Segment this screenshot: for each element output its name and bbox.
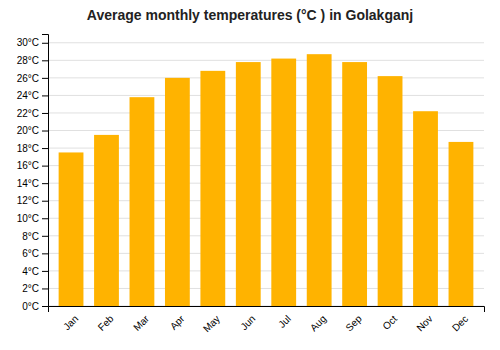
y-tick-mark bbox=[42, 60, 48, 61]
bar bbox=[236, 62, 261, 306]
bar bbox=[130, 97, 155, 306]
bar bbox=[413, 111, 438, 306]
y-tick-label: 0°C bbox=[22, 301, 39, 312]
grid-line bbox=[48, 77, 484, 78]
y-tick-label: 30°C bbox=[17, 37, 39, 48]
y-tick-label: 12°C bbox=[17, 195, 39, 206]
x-tick: Dec bbox=[450, 313, 470, 333]
bar bbox=[307, 54, 332, 306]
y-tick-label: 16°C bbox=[17, 160, 39, 171]
y-tick: 2°C bbox=[22, 283, 48, 294]
y-tick: 28°C bbox=[17, 55, 48, 66]
grid-line bbox=[48, 42, 484, 43]
y-tick-label: 26°C bbox=[17, 73, 39, 84]
bar bbox=[449, 142, 474, 306]
y-tick-mark bbox=[42, 113, 48, 114]
x-tick: Sep bbox=[343, 313, 364, 334]
grid bbox=[48, 43, 484, 306]
y-tick-mark bbox=[42, 218, 48, 219]
x-tick: Nov bbox=[414, 313, 434, 333]
x-tick: Mar bbox=[131, 313, 151, 333]
y-tick-mark bbox=[42, 95, 48, 96]
y-tick-label: 20°C bbox=[17, 125, 39, 136]
bars bbox=[59, 54, 474, 306]
y-tick-mark bbox=[42, 131, 48, 132]
x-tick: Jun bbox=[238, 313, 257, 332]
x-tick-label: Dec bbox=[450, 313, 470, 333]
x-tick-label: Jan bbox=[61, 313, 80, 332]
x-tick-label: Apr bbox=[168, 313, 187, 332]
y-tick-label: 22°C bbox=[17, 108, 39, 119]
y-tick-mark bbox=[42, 78, 48, 79]
plot: 0°C 2°C 4°C 6°C 8°C 10°C 12°C 14°C 16°C 18°C 20°C 2… bbox=[17, 35, 485, 335]
x-tick: Oct bbox=[380, 313, 399, 332]
y-tick-label: 4°C bbox=[22, 266, 39, 277]
x-tick-label: Feb bbox=[96, 313, 116, 333]
y-tick-mark bbox=[42, 166, 48, 167]
x-axis: Jan Feb Mar Apr May Jun Jul Aug Sep Oct Nov Dec bbox=[49, 307, 485, 335]
x-tick-label: Nov bbox=[414, 313, 434, 333]
x-tick: Aug bbox=[308, 313, 328, 333]
y-tick-mark bbox=[42, 306, 48, 307]
y-tick-label: 6°C bbox=[22, 248, 39, 259]
x-tick: Apr bbox=[168, 313, 187, 332]
y-tick-label: 28°C bbox=[17, 55, 39, 66]
y-tick-mark bbox=[42, 253, 48, 254]
x-tick: Jul bbox=[276, 313, 293, 330]
y-tick: 4°C bbox=[22, 266, 48, 277]
x-axis-line bbox=[49, 307, 485, 313]
y-tick: 14°C bbox=[17, 178, 48, 189]
y-tick: 18°C bbox=[17, 143, 48, 154]
bar bbox=[59, 152, 84, 306]
y-tick: 22°C bbox=[17, 108, 48, 119]
bar bbox=[271, 59, 296, 306]
y-tick-mark bbox=[42, 148, 48, 149]
x-tick-label: Mar bbox=[131, 313, 151, 333]
x-tick-label: Oct bbox=[380, 313, 399, 332]
y-tick: 0°C bbox=[22, 301, 48, 312]
y-tick: 30°C bbox=[17, 37, 48, 48]
y-tick: 24°C bbox=[17, 90, 48, 101]
y-tick-label: 2°C bbox=[22, 283, 39, 294]
y-tick-mark bbox=[42, 183, 48, 184]
x-tick-label: Aug bbox=[308, 313, 328, 333]
x-tick-label: Sep bbox=[343, 313, 364, 334]
y-tick-label: 24°C bbox=[17, 90, 39, 101]
y-tick: 16°C bbox=[17, 160, 48, 171]
x-tick: May bbox=[201, 313, 222, 334]
y-tick-mark bbox=[42, 271, 48, 272]
y-tick-mark bbox=[42, 43, 48, 44]
chart: Average monthly temperatures (°C ) in Go… bbox=[0, 0, 500, 350]
x-tick: Jan bbox=[61, 313, 80, 332]
bar bbox=[342, 62, 367, 306]
y-axis-line bbox=[42, 35, 49, 307]
y-tick-label: 10°C bbox=[17, 213, 39, 224]
bar bbox=[378, 76, 403, 306]
grid-line bbox=[48, 60, 484, 61]
y-tick: 12°C bbox=[17, 195, 48, 206]
y-tick-label: 14°C bbox=[17, 178, 39, 189]
bar bbox=[200, 71, 225, 306]
x-tick-label: Jun bbox=[238, 313, 257, 332]
x-tick-label: Jul bbox=[276, 313, 293, 330]
y-tick: 8°C bbox=[22, 231, 48, 242]
bar bbox=[165, 78, 190, 306]
y-tick: 10°C bbox=[17, 213, 48, 224]
bar bbox=[94, 135, 119, 306]
y-tick: 26°C bbox=[17, 73, 48, 84]
grid-line bbox=[48, 95, 484, 96]
y-tick-mark bbox=[42, 201, 48, 202]
y-tick-label: 18°C bbox=[17, 143, 39, 154]
y-axis: 0°C 2°C 4°C 6°C 8°C 10°C 12°C 14°C 16°C 18°C 20°C 2… bbox=[17, 35, 49, 312]
title: Average monthly temperatures (°C ) in Go… bbox=[87, 7, 413, 23]
x-tick: Feb bbox=[96, 313, 116, 333]
x-tick-label: May bbox=[201, 313, 222, 334]
y-tick-mark bbox=[42, 288, 48, 289]
y-tick-mark bbox=[42, 236, 48, 237]
y-tick: 20°C bbox=[17, 125, 48, 136]
y-tick: 6°C bbox=[22, 248, 48, 259]
y-tick-label: 8°C bbox=[22, 231, 39, 242]
